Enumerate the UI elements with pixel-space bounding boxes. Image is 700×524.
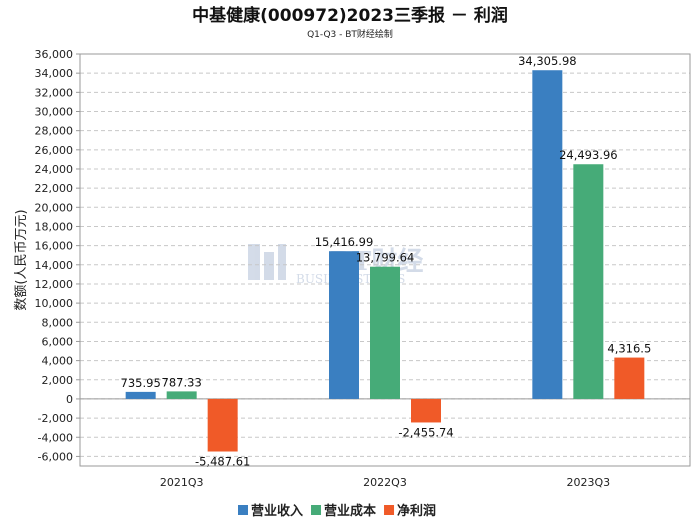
data-label: 15,416.99	[315, 235, 374, 249]
y-tick-label: 4,000	[42, 355, 74, 368]
y-tick-label: 16,000	[35, 240, 74, 253]
y-tick-label: 28,000	[35, 125, 74, 138]
y-tick-label: 12,000	[35, 278, 74, 291]
y-tick-label: 0	[66, 393, 73, 406]
data-label: 4,316.5	[607, 342, 651, 356]
data-label: -2,455.74	[398, 425, 453, 439]
y-tick-label: 34,000	[35, 67, 74, 80]
y-tick-label: 20,000	[35, 201, 74, 214]
data-label: 787.33	[162, 375, 202, 389]
y-tick-label: 8,000	[42, 316, 74, 329]
bar	[329, 251, 359, 399]
y-tick-label: 22,000	[35, 182, 74, 195]
legend-swatch	[384, 505, 395, 515]
y-axis-ticks: -6,000 -4,000 -2,000 0 2,000 4,000 6,000 8,000 1…	[35, 48, 80, 463]
legend-swatch	[311, 505, 322, 515]
data-label: 13,799.64	[356, 251, 415, 265]
y-tick-label: -2,000	[38, 412, 73, 425]
bars	[125, 70, 645, 452]
legend: 营业收入 营业成本 净利润	[238, 503, 436, 519]
y-tick-label: -4,000	[38, 431, 73, 444]
y-tick-label: 26,000	[35, 144, 74, 157]
y-tick-label: 14,000	[35, 259, 74, 272]
y-tick-label: 10,000	[35, 297, 74, 310]
bar	[614, 357, 645, 399]
legend-item: 营业成本	[311, 503, 376, 519]
x-axis-ticks: 2021Q3 2022Q3 2023Q3	[160, 476, 610, 489]
data-label: 24,493.96	[559, 148, 618, 162]
y-tick-label: 36,000	[35, 48, 74, 61]
y-axis-label: 数额(人民币万元)	[14, 209, 29, 310]
legend-label: 营业成本	[324, 503, 376, 519]
x-tick-label: 2021Q3	[160, 476, 204, 489]
bar	[532, 70, 563, 399]
data-label: -5,487.61	[195, 455, 250, 469]
legend-label: 营业收入	[251, 503, 303, 519]
watermark-logo-icon	[248, 244, 286, 280]
bar	[207, 398, 238, 452]
chart-subtitle: Q1-Q3 - BT财经绘制	[307, 28, 393, 40]
bar	[166, 391, 197, 399]
legend-item: 营业收入	[238, 503, 303, 519]
x-tick-label: 2023Q3	[567, 476, 611, 489]
plot-frame	[79, 53, 691, 467]
legend-item: 净利润	[384, 503, 436, 519]
y-tick-label: 24,000	[35, 163, 74, 176]
bar	[573, 164, 604, 399]
bar	[370, 266, 400, 399]
bar	[411, 398, 441, 423]
y-tick-label: 2,000	[42, 374, 74, 387]
legend-swatch	[238, 505, 248, 515]
chart-title: 中基健康(000972)2023三季报 － 利润	[192, 5, 508, 26]
y-tick-label: 30,000	[35, 105, 74, 118]
data-label: 34,305.98	[518, 54, 577, 68]
bar	[125, 391, 156, 399]
x-tick-label: 2022Q3	[363, 476, 407, 489]
legend-label: 净利润	[397, 503, 436, 519]
y-tick-label: 32,000	[35, 86, 74, 99]
plot-area: 735.95 787.33 -5,487.61 15,416.99 13,799.64 -…	[79, 53, 691, 469]
data-labels: 735.95 787.33 -5,487.61 15,416.99 13,799.64 -…	[121, 54, 652, 468]
y-tick-label: -6,000	[38, 450, 73, 463]
y-tick-label: 18,000	[35, 220, 74, 233]
y-tick-label: 6,000	[42, 335, 74, 348]
data-label: 735.95	[121, 376, 161, 390]
